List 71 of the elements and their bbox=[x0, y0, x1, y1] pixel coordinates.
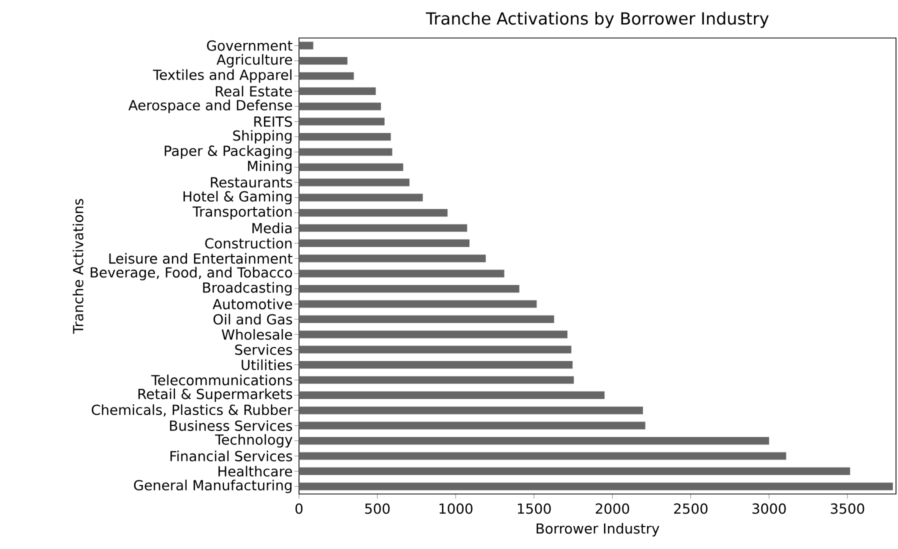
y-tick-label: Utilities bbox=[242, 359, 292, 370]
y-axis-title: Tranche Activations bbox=[72, 198, 84, 334]
bar bbox=[299, 148, 392, 156]
y-tick-label: Shipping bbox=[233, 130, 292, 144]
bar bbox=[299, 102, 381, 110]
y-tick-label: Textiles and Apparel bbox=[152, 69, 292, 83]
bar bbox=[299, 437, 770, 445]
bar bbox=[299, 132, 391, 141]
x-tick-label: 3500 bbox=[830, 503, 864, 514]
y-tick-label: Financial Services bbox=[170, 450, 292, 462]
bar bbox=[299, 178, 410, 186]
x-tick-label: 2000 bbox=[596, 503, 630, 514]
bar bbox=[299, 57, 348, 65]
bar bbox=[299, 467, 850, 476]
y-tick-label: Broadcasting bbox=[203, 282, 292, 296]
y-tick-label: Restaurants bbox=[210, 177, 292, 188]
y-tick-label: Oil and Gas bbox=[214, 314, 292, 325]
bar bbox=[299, 42, 314, 50]
bar bbox=[299, 118, 385, 126]
y-tick-label: Real Estate bbox=[216, 86, 292, 97]
bar bbox=[299, 209, 448, 217]
x-tick-label: 2500 bbox=[674, 503, 708, 514]
y-tick-label: Retail & Supermarkets bbox=[138, 388, 292, 402]
bar bbox=[299, 391, 605, 400]
y-tick-label: Aerospace and Defense bbox=[128, 100, 292, 114]
y-tick-label: Construction bbox=[205, 238, 292, 249]
x-tick-label: 1500 bbox=[518, 503, 551, 514]
y-tick-label: Media bbox=[252, 222, 292, 234]
bar bbox=[299, 315, 554, 323]
bar bbox=[299, 406, 643, 414]
bar bbox=[299, 346, 572, 354]
bar bbox=[299, 72, 354, 80]
y-tick-label: General Manufacturing bbox=[134, 480, 292, 494]
bar bbox=[299, 285, 520, 293]
y-tick-label: Healthcare bbox=[218, 466, 292, 477]
y-tick-label: Hotel & Gaming bbox=[184, 190, 292, 204]
x-axis-title: Borrower Industry bbox=[536, 523, 660, 536]
bar bbox=[299, 254, 486, 262]
y-tick-label: Mining bbox=[248, 160, 292, 174]
y-tick-label: Services bbox=[235, 344, 292, 355]
y-tick-label: Leisure and Entertainment bbox=[109, 253, 292, 264]
y-tick-label: Beverage, Food, and Tobacco bbox=[90, 266, 292, 280]
y-tick-label: Wholesale bbox=[222, 329, 292, 340]
chart-title: Tranche Activations by Borrower Industry bbox=[426, 12, 769, 28]
bar bbox=[299, 270, 504, 278]
x-tick-label: 0 bbox=[296, 503, 302, 514]
bar bbox=[299, 239, 470, 247]
bar bbox=[299, 452, 786, 460]
y-tick-label: REITS bbox=[254, 116, 292, 127]
y-tick-label: Paper & Packaging bbox=[164, 145, 292, 159]
x-tick-label: 3000 bbox=[752, 503, 786, 514]
bar bbox=[299, 224, 468, 232]
bar bbox=[299, 87, 376, 95]
x-tick-label: 1000 bbox=[440, 503, 472, 514]
bar bbox=[299, 376, 574, 384]
bar bbox=[299, 361, 573, 369]
y-tick-label: Chemicals, Plastics & Rubber bbox=[92, 404, 293, 416]
y-tick-label: Business Services bbox=[170, 420, 292, 431]
bar bbox=[299, 422, 646, 430]
bar bbox=[299, 300, 537, 308]
y-tick-label: Telecommunications bbox=[151, 374, 292, 386]
y-tick-label: Government bbox=[207, 40, 292, 51]
bar bbox=[299, 482, 893, 490]
bar bbox=[299, 194, 423, 202]
bar bbox=[299, 330, 568, 338]
y-tick-label: Automotive bbox=[212, 298, 292, 310]
y-tick-label: Technology bbox=[215, 434, 292, 448]
y-tick-label: Agriculture bbox=[216, 54, 292, 68]
bar bbox=[299, 163, 404, 171]
x-tick-label: 500 bbox=[365, 503, 390, 514]
y-tick-label: Transportation bbox=[192, 206, 292, 220]
